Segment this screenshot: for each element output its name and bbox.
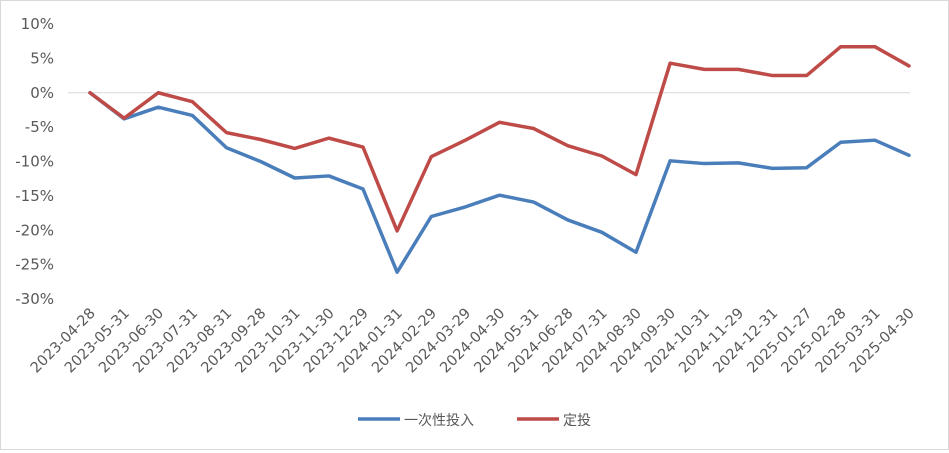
y-axis: 10% 5% 0% -5% -10% -15% -20% -25% -30% bbox=[15, 15, 910, 308]
y-tick-label: -10% bbox=[15, 153, 54, 171]
legend: 一次性投入 定投 bbox=[358, 413, 591, 429]
y-tick-label: 0% bbox=[30, 84, 54, 102]
x-axis: 2023-04-282023-05-312023-06-302023-07-31… bbox=[28, 306, 918, 377]
y-tick-label: 10% bbox=[21, 15, 54, 33]
series-line-2 bbox=[88, 44, 911, 233]
y-tick-label: 5% bbox=[30, 49, 54, 67]
legend-label-2: 定投 bbox=[563, 413, 591, 429]
y-tick-label: -25% bbox=[15, 256, 54, 274]
y-tick-label: -20% bbox=[15, 221, 54, 239]
y-tick-label: -30% bbox=[15, 290, 54, 308]
series-line-1 bbox=[88, 91, 911, 274]
y-tick-label: -5% bbox=[25, 118, 54, 136]
series-layer bbox=[88, 44, 911, 274]
legend-label-1: 一次性投入 bbox=[404, 413, 474, 429]
y-tick-label: -15% bbox=[15, 187, 54, 205]
